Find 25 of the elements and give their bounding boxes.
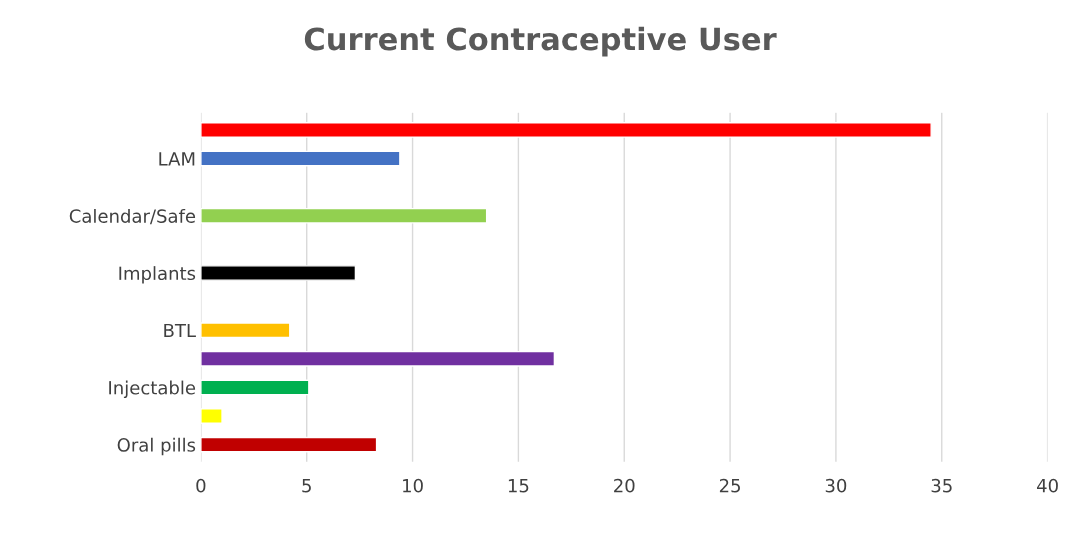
bar [200, 379, 310, 396]
x-tick-label: 15 [508, 479, 529, 493]
bar [200, 436, 378, 453]
x-tick-label: 25 [719, 478, 740, 493]
chart-title: Current Contraceptive User [304, 26, 777, 57]
x-tick-label: 40 [1037, 478, 1058, 493]
bar [200, 322, 291, 339]
x-tick-label: 30 [825, 478, 847, 493]
x-tick-label: 10 [403, 478, 423, 493]
bar [200, 408, 223, 424]
bar [200, 150, 401, 167]
y-tick-label: Oral pills [117, 437, 196, 456]
bar [200, 207, 488, 224]
y-tick-label: LAM [159, 152, 195, 166]
x-tick-label: 35 [931, 478, 952, 493]
x-tick-label: 0 [196, 478, 206, 493]
bar [200, 265, 357, 281]
bar [200, 122, 932, 138]
y-tick-label: Calendar/Safe [69, 208, 196, 225]
y-tick-label: Implants [119, 266, 196, 284]
y-tick-label: Injectable [109, 380, 196, 399]
bar [200, 350, 556, 367]
x-tick-label: 5 [302, 479, 311, 493]
x-tick-label: 20 [614, 478, 635, 493]
y-tick-label: BTL [164, 323, 196, 338]
